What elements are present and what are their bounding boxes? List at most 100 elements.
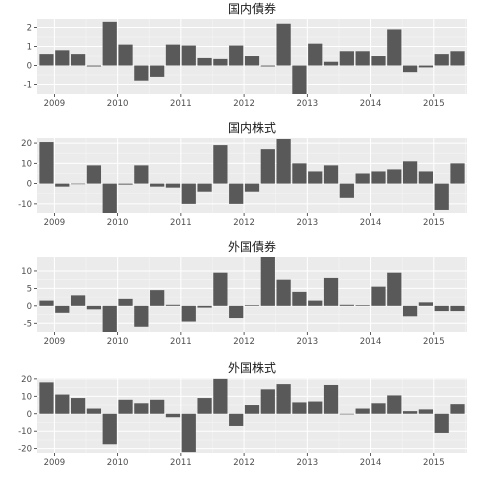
x-tick-label: 2013	[297, 337, 319, 347]
bar	[181, 45, 196, 66]
bar	[102, 305, 117, 332]
x-tick-label: 2009	[44, 218, 66, 228]
y-tick-label: -1	[24, 81, 32, 91]
bar	[244, 305, 260, 306]
bar	[450, 163, 465, 184]
x-tick-label: 2012	[233, 218, 255, 228]
y-tick-label: 0	[27, 62, 32, 72]
bar	[402, 411, 418, 414]
panel-background	[37, 257, 467, 332]
x-tick-label: 2015	[423, 458, 445, 468]
y-tick-label: 20	[21, 375, 32, 385]
x-tick-label: 2012	[233, 337, 255, 347]
bar	[355, 173, 370, 184]
bar	[387, 29, 402, 66]
bar	[355, 305, 370, 306]
chart-panel: 国内債券 -1 0 1 2 2009 2010 2011 2012 2013 2014 2015	[24, 1, 467, 109]
bar	[197, 398, 212, 414]
y-tick-label: -10	[18, 200, 32, 210]
bar	[244, 405, 260, 414]
panel-background	[37, 378, 467, 453]
y-tick-label: -5	[24, 319, 32, 329]
bar	[387, 395, 402, 414]
bar	[118, 44, 133, 66]
bar	[213, 145, 228, 184]
x-tick-label: 2011	[170, 218, 192, 228]
y-tick-label: 1	[27, 43, 32, 53]
bar	[292, 163, 307, 184]
bar	[434, 305, 449, 312]
y-tick-label: 0	[27, 302, 32, 312]
y-tick-label: 2	[27, 24, 32, 34]
bar	[118, 298, 133, 306]
bar	[165, 183, 181, 188]
y-tick-label: -10	[18, 427, 32, 437]
bar	[229, 413, 244, 426]
x-tick-label: 2014	[360, 99, 382, 109]
y-tick-label: 5	[27, 284, 32, 294]
bar	[86, 65, 102, 67]
bar	[260, 257, 275, 306]
bar	[402, 305, 418, 317]
bar	[339, 183, 354, 198]
bar	[150, 183, 165, 187]
bar	[70, 295, 86, 306]
x-tick-label: 2013	[297, 99, 319, 109]
bar	[150, 65, 165, 77]
bar	[402, 161, 418, 184]
bar	[181, 413, 196, 453]
x-tick-label: 2010	[107, 218, 129, 228]
bar	[229, 305, 244, 319]
bar	[229, 45, 244, 66]
bar	[387, 169, 402, 184]
bar	[323, 165, 339, 184]
bar	[86, 408, 102, 414]
x-tick-label: 2010	[107, 458, 129, 468]
panel-title: 国内債券	[228, 1, 276, 16]
bar	[450, 305, 465, 312]
panel-title: 国内株式	[228, 120, 276, 135]
x-tick-label: 2010	[107, 337, 129, 347]
bar	[323, 277, 339, 306]
bar	[276, 23, 291, 66]
bar	[55, 305, 70, 313]
bar	[70, 54, 86, 66]
y-tick-label: 10	[21, 267, 32, 277]
y-tick-label: 10	[21, 392, 32, 402]
y-tick-label: 0	[27, 180, 32, 190]
bar	[355, 408, 370, 414]
bar	[371, 56, 386, 66]
bar	[86, 305, 102, 310]
bar	[181, 305, 196, 322]
bar	[418, 409, 434, 414]
x-tick-label: 2009	[44, 99, 66, 109]
bar	[197, 57, 212, 66]
bar	[70, 183, 86, 185]
bar	[292, 65, 307, 94]
bar	[418, 302, 434, 306]
x-tick-label: 2014	[360, 458, 382, 468]
chart-panel: 国内株式 -10 0 10 20 2009 2010 2011 2012 2013 2014 2015	[18, 120, 467, 228]
bar	[118, 399, 133, 414]
bar	[308, 171, 323, 184]
bar	[418, 65, 434, 68]
bar	[371, 403, 386, 414]
bar	[434, 54, 449, 66]
y-tick-label: 0	[27, 410, 32, 420]
bar	[371, 286, 386, 306]
x-tick-label: 2011	[170, 99, 192, 109]
bar	[102, 183, 117, 213]
x-tick-label: 2009	[44, 458, 66, 468]
bar	[39, 300, 54, 306]
panel-title: 外国債券	[228, 239, 276, 254]
chart-panel: 外国債券 -5 0 5 10 2009 2010 2011 2012 2013 2014 2015	[21, 239, 467, 347]
bar	[339, 413, 354, 415]
bar	[134, 65, 149, 81]
x-tick-label: 2013	[297, 218, 319, 228]
bar	[229, 183, 244, 204]
bar	[323, 61, 339, 66]
x-tick-label: 2014	[360, 218, 382, 228]
bar	[292, 291, 307, 306]
bar	[308, 43, 323, 66]
